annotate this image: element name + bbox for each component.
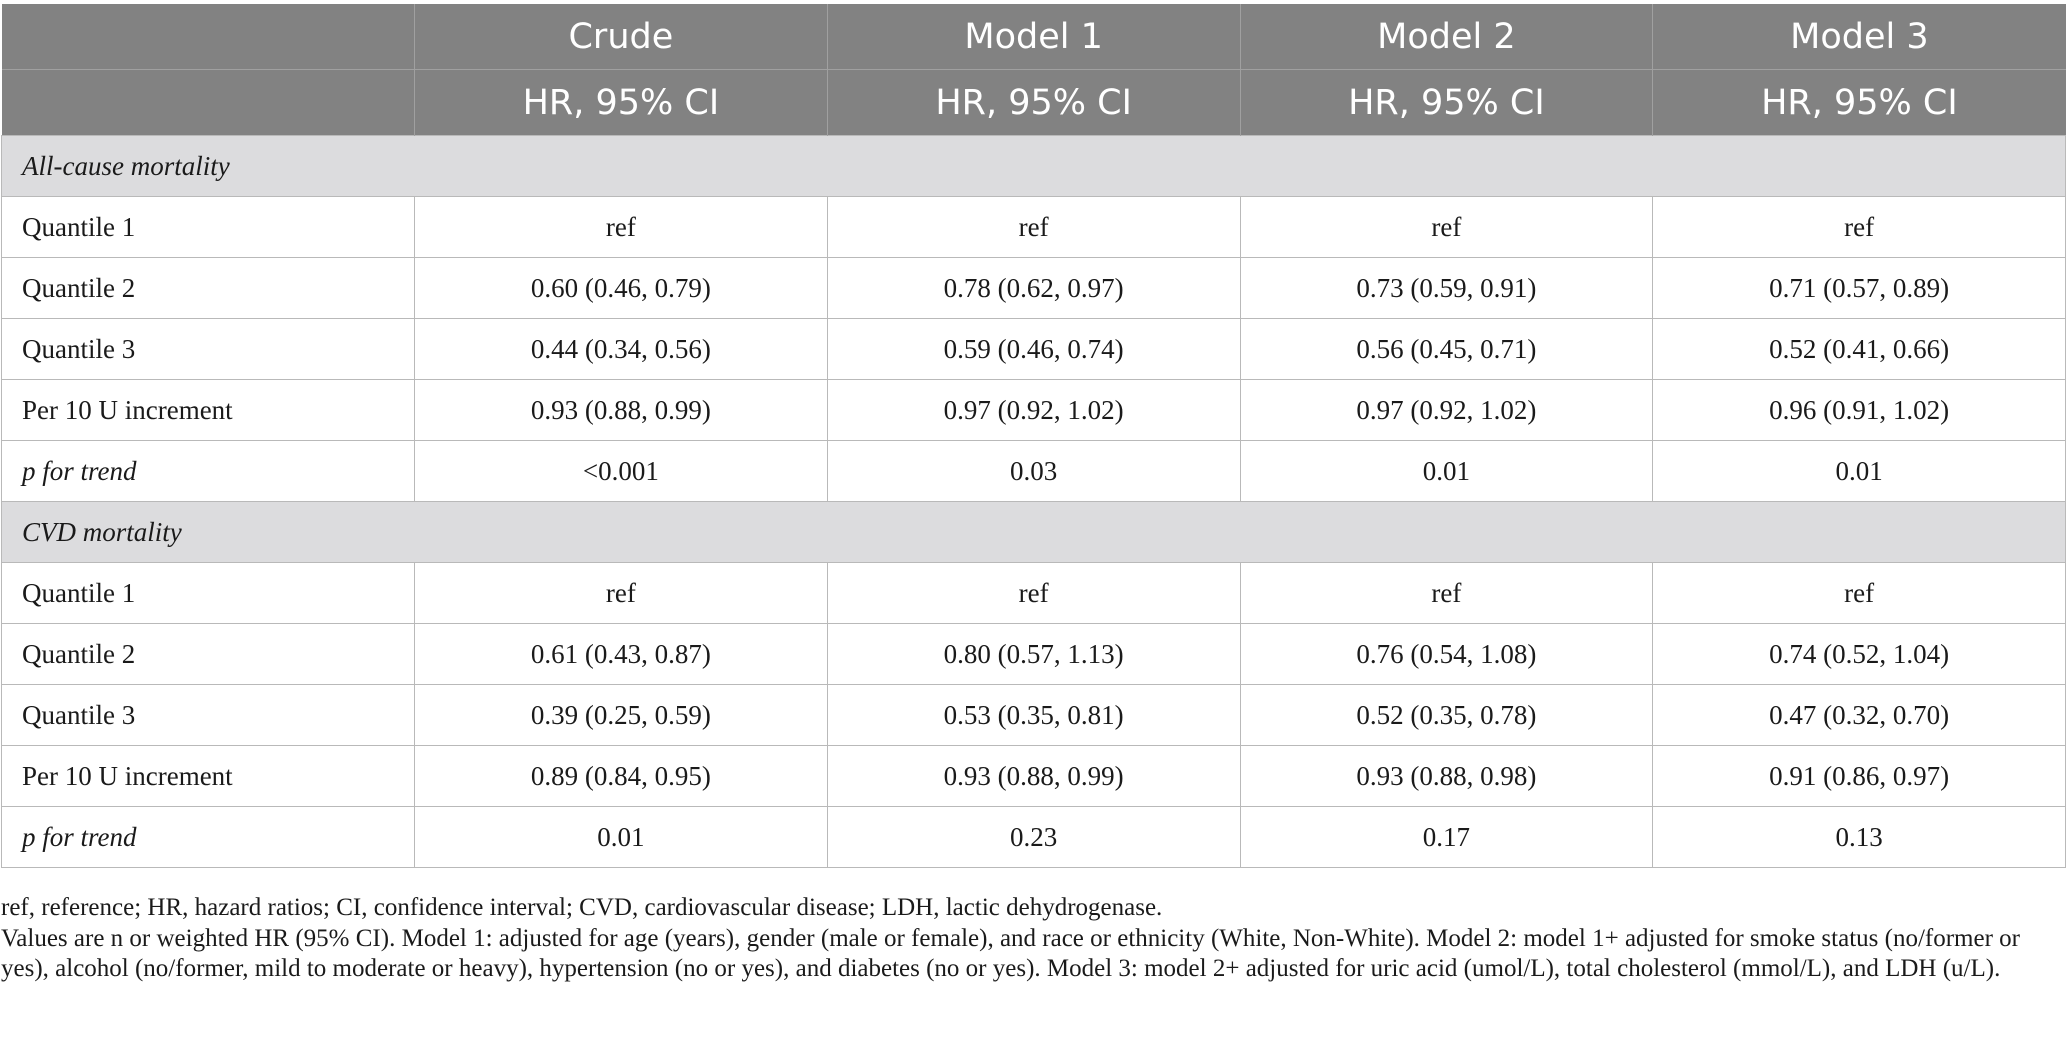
cell-model-3: 0.47 (0.32, 0.70)	[1652, 684, 2066, 746]
cell-model-1: 0.23	[826, 806, 1241, 868]
row-label: Quantile 2	[1, 257, 415, 319]
row-label: Quantile 1	[1, 562, 415, 624]
footnote-abbreviations: ref, reference; HR, hazard ratios; CI, c…	[1, 894, 1163, 921]
cell-model-3: 0.91 (0.86, 0.97)	[1652, 745, 2066, 807]
cell-model-2: 0.97 (0.92, 1.02)	[1239, 379, 1654, 441]
cell-model-3: ref	[1652, 562, 2066, 624]
cell-model-2: 0.73 (0.59, 0.91)	[1239, 257, 1654, 319]
cell-crude: 0.01	[414, 806, 828, 868]
subheader-model-1: HR, 95% CI	[826, 69, 1240, 136]
cell-model-2: 0.17	[1239, 806, 1654, 868]
table-footnotes: ref, reference; HR, hazard ratios; CI, c…	[1, 893, 2051, 985]
subheader-model-3: HR, 95% CI	[1652, 69, 2066, 136]
table-row: Quantile 3 0.39 (0.25, 0.59) 0.53 (0.35,…	[1, 684, 2066, 746]
cell-model-1: 0.93 (0.88, 0.99)	[826, 745, 1241, 807]
cell-model-3: 0.96 (0.91, 1.02)	[1652, 379, 2066, 441]
cell-model-3: 0.01	[1652, 440, 2066, 502]
row-label: Per 10 U increment	[1, 379, 415, 441]
cell-model-3: 0.74 (0.52, 1.04)	[1652, 623, 2066, 685]
cell-model-3: 0.52 (0.41, 0.66)	[1652, 318, 2066, 380]
table-row: Per 10 U increment 0.93 (0.88, 0.99) 0.9…	[1, 379, 2066, 441]
cell-model-2: 0.01	[1239, 440, 1654, 502]
row-label: Per 10 U increment	[1, 745, 415, 807]
header-row-metrics: HR, 95% CI HR, 95% CI HR, 95% CI HR, 95%…	[1, 69, 2066, 136]
table-row: Quantile 2 0.60 (0.46, 0.79) 0.78 (0.62,…	[1, 257, 2066, 319]
header-blank-cell	[1, 4, 415, 70]
table-row: Per 10 U increment 0.89 (0.84, 0.95) 0.9…	[1, 745, 2066, 807]
cell-crude: 0.93 (0.88, 0.99)	[414, 379, 828, 441]
table-row: p for trend 0.01 0.23 0.17 0.13	[1, 806, 2066, 868]
header-model-2: Model 2	[1239, 4, 1653, 70]
cell-model-1: 0.80 (0.57, 1.13)	[826, 623, 1241, 685]
header-model-1: Model 1	[826, 4, 1240, 70]
cell-crude: ref	[414, 196, 828, 258]
subheader-blank-cell	[1, 69, 415, 136]
section-title: CVD mortality	[1, 501, 2066, 563]
table-row: Quantile 1 ref ref ref ref	[1, 196, 2066, 258]
cell-model-2: ref	[1239, 562, 1654, 624]
table-row: Quantile 1 ref ref ref ref	[1, 562, 2066, 624]
cell-model-1: 0.53 (0.35, 0.81)	[826, 684, 1241, 746]
subheader-crude: HR, 95% CI	[414, 69, 828, 136]
cell-model-3: 0.13	[1652, 806, 2066, 868]
row-label: Quantile 2	[1, 623, 415, 685]
cell-model-1: ref	[826, 196, 1241, 258]
hazard-ratio-table: Crude Model 1 Model 2 Model 3 HR, 95% CI…	[1, 4, 2066, 868]
footnote-models: Values are n or weighted HR (95% CI). Mo…	[1, 924, 2020, 983]
cell-crude: 0.60 (0.46, 0.79)	[414, 257, 828, 319]
table-row: Quantile 3 0.44 (0.34, 0.56) 0.59 (0.46,…	[1, 318, 2066, 380]
cell-crude: 0.61 (0.43, 0.87)	[414, 623, 828, 685]
cell-model-1: 0.03	[826, 440, 1241, 502]
header-crude: Crude	[414, 4, 828, 70]
cell-model-1: 0.59 (0.46, 0.74)	[826, 318, 1241, 380]
table-row: Quantile 2 0.61 (0.43, 0.87) 0.80 (0.57,…	[1, 623, 2066, 685]
row-label: Quantile 3	[1, 318, 415, 380]
row-label: Quantile 3	[1, 684, 415, 746]
cell-model-2: 0.76 (0.54, 1.08)	[1239, 623, 1654, 685]
results-table-container: Crude Model 1 Model 2 Model 3 HR, 95% CI…	[1, 4, 2066, 868]
cell-model-2: 0.56 (0.45, 0.71)	[1239, 318, 1654, 380]
row-label: p for trend	[1, 440, 415, 502]
cell-crude: 0.39 (0.25, 0.59)	[414, 684, 828, 746]
section-row-all-cause: All-cause mortality	[1, 135, 2066, 197]
cell-model-1: 0.78 (0.62, 0.97)	[826, 257, 1241, 319]
cell-model-2: 0.52 (0.35, 0.78)	[1239, 684, 1654, 746]
row-label: Quantile 1	[1, 196, 415, 258]
cell-crude: 0.89 (0.84, 0.95)	[414, 745, 828, 807]
cell-model-3: 0.71 (0.57, 0.89)	[1652, 257, 2066, 319]
cell-crude: 0.44 (0.34, 0.56)	[414, 318, 828, 380]
header-model-3: Model 3	[1652, 4, 2066, 70]
row-label: p for trend	[1, 806, 415, 868]
cell-model-2: 0.93 (0.88, 0.98)	[1239, 745, 1654, 807]
cell-model-1: 0.97 (0.92, 1.02)	[826, 379, 1241, 441]
subheader-model-2: HR, 95% CI	[1239, 69, 1653, 136]
cell-model-3: ref	[1652, 196, 2066, 258]
header-row-models: Crude Model 1 Model 2 Model 3	[1, 4, 2066, 70]
section-row-cvd: CVD mortality	[1, 501, 2066, 563]
section-title: All-cause mortality	[1, 135, 2066, 197]
cell-crude: <0.001	[414, 440, 828, 502]
cell-model-1: ref	[826, 562, 1241, 624]
table-row: p for trend <0.001 0.03 0.01 0.01	[1, 440, 2066, 502]
cell-model-2: ref	[1239, 196, 1654, 258]
cell-crude: ref	[414, 562, 828, 624]
